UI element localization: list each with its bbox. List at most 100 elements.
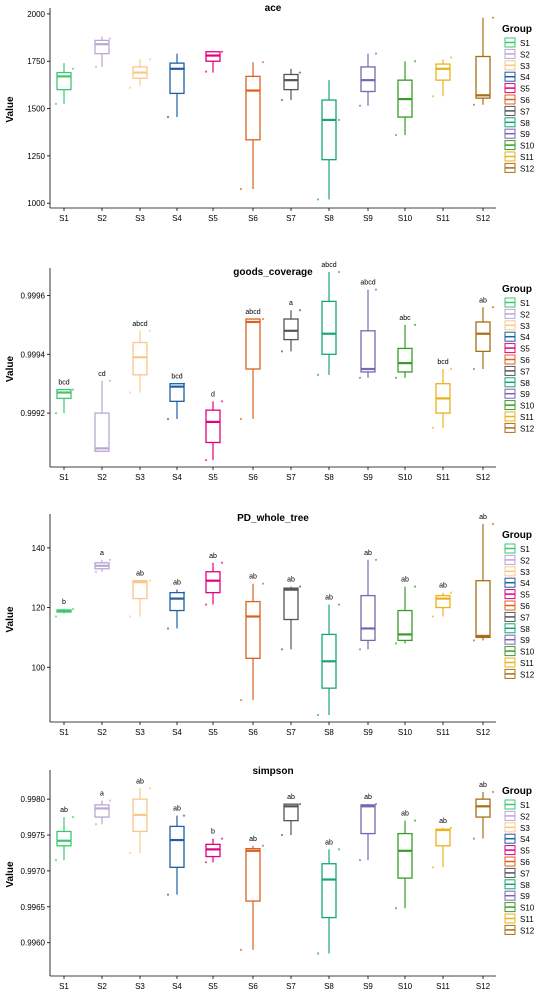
legend-label: S9 bbox=[520, 636, 530, 645]
data-point bbox=[71, 607, 75, 611]
legend-item-S2: S2 bbox=[504, 48, 530, 59]
box-iqr bbox=[94, 39, 110, 55]
legend-title: Group bbox=[502, 24, 532, 35]
box-S3: ab bbox=[128, 571, 152, 618]
y-tick-label: 1000 bbox=[27, 199, 45, 208]
data-point bbox=[316, 198, 320, 201]
box-iqr bbox=[475, 55, 491, 99]
x-tick-label: S6 bbox=[248, 214, 258, 223]
data-point bbox=[108, 37, 112, 40]
legend-item-S8: S8 bbox=[504, 879, 530, 890]
chart-title: goods_coverage bbox=[233, 267, 313, 278]
x-tick-label: S1 bbox=[59, 473, 69, 482]
data-point bbox=[337, 270, 341, 274]
y-axis-label: Value bbox=[5, 861, 16, 888]
data-point bbox=[491, 16, 495, 19]
data-point bbox=[166, 417, 170, 421]
box-S10: abc bbox=[394, 315, 417, 379]
data-point bbox=[204, 603, 208, 606]
legend-item-S11: S11 bbox=[504, 913, 534, 924]
legend-label: S5 bbox=[520, 85, 530, 94]
x-tick-label: S5 bbox=[208, 728, 218, 737]
legend: Group S1 S2 S3 S4 S5 S6 S7 S8 S9 S10 S11 S12 bbox=[502, 24, 535, 173]
data-point bbox=[148, 787, 152, 790]
y-tick-label: 1500 bbox=[27, 105, 45, 114]
box-iqr bbox=[94, 412, 110, 452]
data-point bbox=[94, 823, 98, 826]
x-tick-label: S9 bbox=[363, 473, 373, 482]
legend-label: S10 bbox=[520, 904, 535, 913]
y-tick-label: 0.9975 bbox=[21, 831, 46, 840]
significance-label: ab bbox=[364, 794, 372, 801]
chart-panel-goods-coverage: goods_coverage Value 0.9992 0.9994 0.9996 bcd… bbox=[5, 262, 535, 482]
box-S4: ab bbox=[166, 580, 186, 630]
box-S5: ab bbox=[204, 553, 224, 606]
y-tick-label: 120 bbox=[32, 604, 46, 613]
significance-label: ab bbox=[401, 577, 409, 584]
box-S10: ab bbox=[394, 577, 417, 645]
data-point bbox=[374, 288, 378, 291]
x-tick-label: S6 bbox=[248, 982, 258, 991]
data-point bbox=[148, 58, 152, 61]
x-tick-label: S3 bbox=[135, 214, 145, 223]
box-iqr bbox=[205, 571, 221, 594]
data-point bbox=[413, 323, 417, 327]
legend: Group S1 S2 S3 S4 S5 S6 S7 S8 S9 S10 S11 S12 bbox=[502, 284, 535, 433]
box-iqr bbox=[94, 804, 110, 818]
data-point bbox=[337, 118, 341, 122]
significance-label: b bbox=[211, 829, 215, 836]
significance-label: abc bbox=[399, 315, 411, 322]
data-point bbox=[128, 86, 132, 89]
data-point bbox=[54, 615, 58, 618]
legend-item-S3: S3 bbox=[504, 566, 530, 577]
box-S8: ab bbox=[316, 595, 341, 717]
data-point bbox=[431, 866, 435, 869]
legend-label: S12 bbox=[520, 926, 535, 935]
legend-item-S5: S5 bbox=[504, 845, 530, 856]
data-point bbox=[316, 713, 320, 717]
significance-label: ab bbox=[479, 514, 487, 521]
data-point bbox=[94, 65, 98, 69]
box-S5: d bbox=[204, 391, 224, 462]
x-tick-label: S11 bbox=[436, 473, 450, 482]
chart-panel-ace: ace Value 1000 1250 1500 1750 2000 S1 S2 S3 S4 S5 S6… bbox=[5, 3, 535, 223]
significance-label: bcd bbox=[58, 380, 69, 387]
legend-label: S10 bbox=[520, 402, 535, 411]
significance-label: cd bbox=[98, 371, 106, 378]
legend-item-S12: S12 bbox=[504, 422, 535, 433]
box-S2: a bbox=[94, 550, 112, 573]
data-point bbox=[148, 329, 152, 332]
box-S3: ab bbox=[128, 778, 152, 855]
significance-label: ab bbox=[401, 811, 409, 818]
significance-label: bcd bbox=[171, 374, 182, 381]
legend-item-S1: S1 bbox=[504, 297, 530, 308]
box-iqr bbox=[132, 580, 148, 600]
box-iqr bbox=[245, 318, 261, 370]
x-tick-label: S10 bbox=[398, 473, 413, 482]
x-tick-label: S9 bbox=[363, 214, 373, 223]
x-tick-label: S4 bbox=[172, 728, 182, 737]
significance-label: ab bbox=[173, 806, 181, 813]
box-iqr bbox=[321, 863, 337, 919]
legend-item-S8: S8 bbox=[504, 117, 530, 128]
legend-item-S10: S10 bbox=[504, 646, 535, 657]
data-point bbox=[491, 522, 495, 526]
box-iqr bbox=[321, 300, 337, 355]
box-S7: ab bbox=[280, 794, 302, 837]
chart-title: PD_whole_tree bbox=[237, 513, 309, 524]
box-S6: ab bbox=[239, 574, 265, 702]
legend-label: S3 bbox=[520, 62, 530, 71]
legend-item-S5: S5 bbox=[504, 83, 530, 94]
significance-label: abcd bbox=[245, 309, 260, 316]
box-iqr bbox=[435, 63, 451, 81]
data-point bbox=[316, 373, 320, 376]
data-point bbox=[431, 95, 435, 98]
x-tick-label: S3 bbox=[135, 982, 145, 991]
legend-label: S9 bbox=[520, 130, 530, 139]
y-tick-label: 1750 bbox=[27, 57, 45, 66]
legend-item-S8: S8 bbox=[504, 377, 530, 388]
x-tick-label: S5 bbox=[208, 473, 218, 482]
data-point bbox=[337, 848, 341, 851]
box-S11: bcd bbox=[431, 359, 453, 429]
legend-item-S7: S7 bbox=[504, 867, 530, 878]
